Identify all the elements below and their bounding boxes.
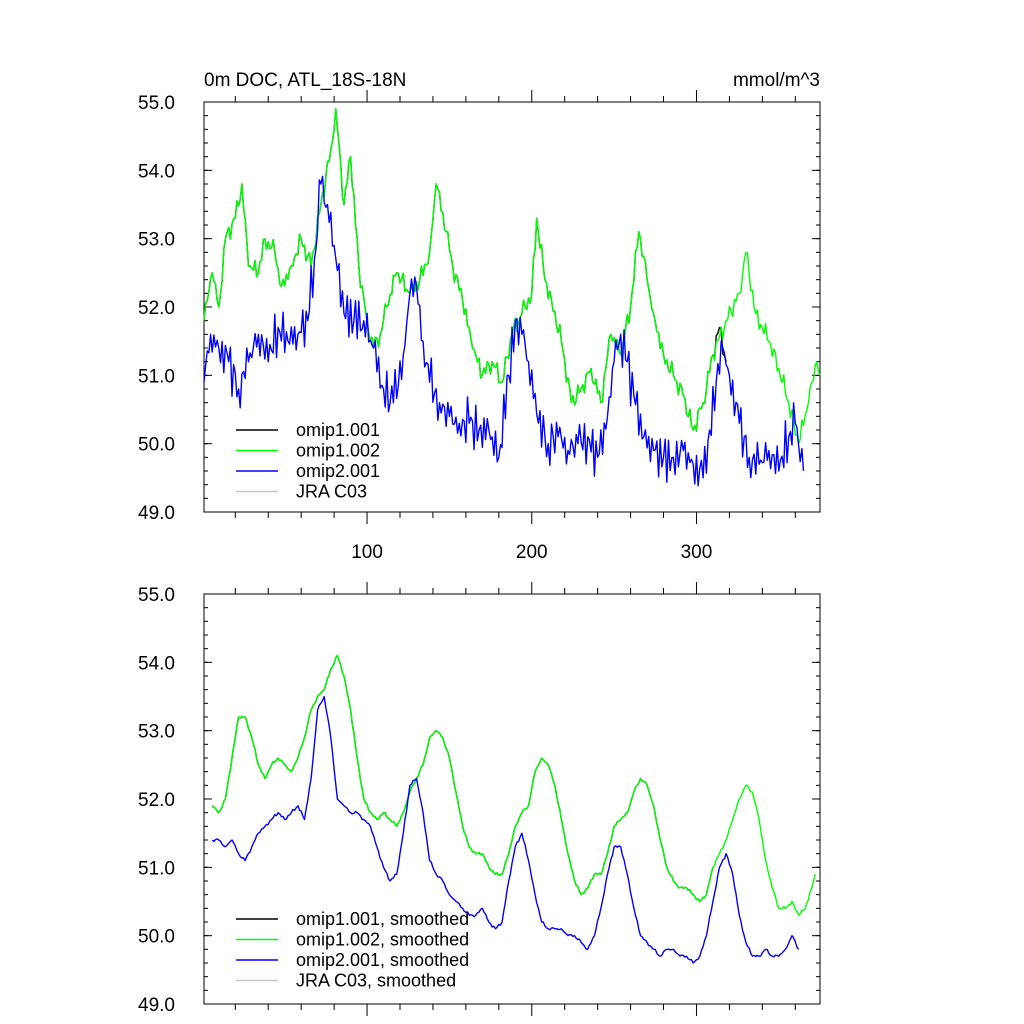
bottom-panel: 49.0 50.0 51.0 52.0 53.0 54.0 55.0 omip1.001, …	[138, 582, 821, 1016]
y-tick-label: 55.0	[138, 585, 175, 606]
legend-label: omip1.002	[296, 441, 380, 461]
legend-label: omip1.001	[296, 420, 380, 440]
y-tick-label: 53.0	[138, 722, 175, 743]
legend-label: omip1.002, smoothed	[296, 930, 469, 950]
y-tick-label: 51.0	[138, 858, 175, 879]
legend-label: omip2.001	[296, 461, 380, 481]
series-line-omip1-002	[203, 108, 821, 445]
y-tick-label: 54.0	[138, 653, 175, 674]
y-tick-label: 50.0	[138, 927, 175, 948]
y-tick-label: 49.0	[138, 995, 175, 1016]
chart-title: 0m DOC, ATL_18S-18N	[204, 70, 406, 91]
y-tick-label: 50.0	[138, 435, 175, 456]
series-lines	[203, 108, 821, 487]
series-line-omip2-001-smoothed	[211, 695, 800, 964]
y-tick-label: 49.0	[138, 503, 175, 524]
y-tick-label: 52.0	[138, 790, 175, 811]
legend-label: omip1.001, smoothed	[296, 909, 469, 929]
x-tick-label: 100	[351, 542, 383, 563]
top-panel: 0m DOC, ATL_18S-18N mmol/m^3 49.0 50.0 51.…	[138, 70, 821, 563]
axis-ticks: 49.0 50.0 51.0 52.0 53.0 54.0 55.0 100 200 300	[138, 90, 820, 563]
y-tick-label: 55.0	[138, 93, 175, 114]
legend-label: JRA C03, smoothed	[296, 971, 456, 991]
x-tick-label: 200	[516, 542, 548, 563]
legend-label: omip2.001, smoothed	[296, 950, 469, 970]
series-line-omip1-002-smoothed	[211, 654, 816, 916]
series-line-omip1-001	[203, 108, 727, 432]
legend-label: JRA C03	[296, 482, 367, 502]
series-lines	[211, 654, 816, 964]
x-tick-label: 300	[681, 542, 713, 563]
y-tick-label: 54.0	[138, 161, 175, 182]
y-tick-label: 53.0	[138, 230, 175, 251]
axis-ticks: 49.0 50.0 51.0 52.0 53.0 54.0 55.0	[138, 582, 820, 1016]
series-line-omip2-001	[203, 175, 805, 487]
units-label: mmol/m^3	[733, 70, 820, 91]
series-line-omip1-001-smoothed	[211, 654, 714, 903]
y-tick-label: 52.0	[138, 298, 175, 319]
y-tick-label: 51.0	[138, 366, 175, 387]
